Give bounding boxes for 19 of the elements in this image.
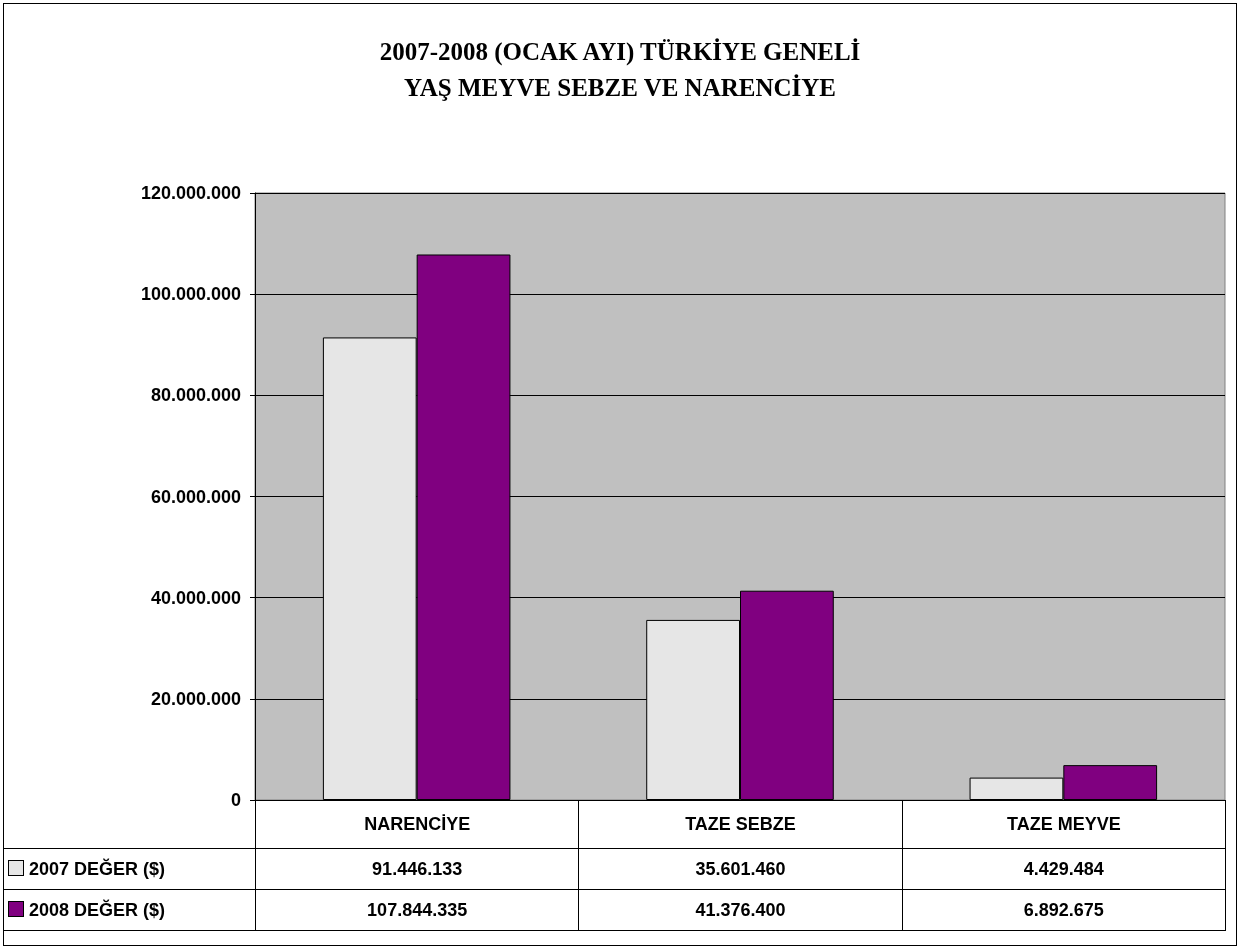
y-tick-label: 0	[230, 790, 241, 810]
data-label: 6.892.675	[902, 889, 1226, 931]
data-label: 91.446.133	[255, 848, 579, 890]
legend-label: 2007 DEĞER ($)	[3, 848, 256, 890]
chart-title: 2007-2008 (OCAK AYI) TÜRKİYE GENELİ YAŞ MEYVE SEBZE VE NARENCİYE	[379, 37, 861, 101]
x-tick-label: TAZE MEYVE	[902, 800, 1226, 849]
y-tick-label: 100.000.000	[140, 284, 241, 305]
y-tick-label: 80.000.000	[150, 385, 241, 406]
data-label: 4.429.484	[902, 848, 1226, 890]
legend-label: 2008 DEĞER ($)	[3, 889, 256, 931]
y-tick-label: 20.000.000	[150, 688, 241, 709]
y-tick-label: 120.000.000	[140, 183, 241, 203]
x-tick-label: TAZE SEBZE	[578, 800, 903, 849]
data-label: 107.844.335	[255, 889, 579, 931]
y-tick-label: 60.000.000	[150, 486, 241, 507]
y-tick-label: 40.000.000	[150, 587, 241, 608]
data-label: 41.376.400	[578, 889, 903, 931]
data-label: 35.601.460	[578, 848, 903, 890]
x-tick-label: NARENCİYE	[255, 800, 579, 849]
